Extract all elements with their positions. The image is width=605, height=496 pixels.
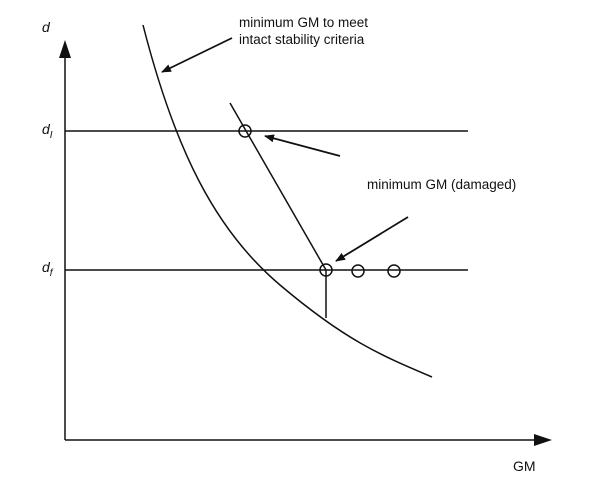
x-axis-label: GM: [513, 458, 536, 474]
intact-annotation-line2: intact stability criteria: [239, 32, 365, 47]
damaged-annotation: minimum GM (damaged): [367, 177, 516, 192]
damaged-min-gm-line: [229, 102, 327, 271]
intact-annotation-line1: minimum GM to meet: [239, 15, 368, 30]
damaged-annotation-arrow: [335, 216, 409, 262]
intact-min-gm-curve: [142, 24, 433, 378]
lower-level-label: df: [42, 259, 54, 279]
lower-intersection-circle: [319, 263, 333, 277]
point-circle-3: [387, 264, 401, 278]
upper-circle-arrow: [264, 134, 341, 157]
intact-annotation-arrow: [161, 37, 233, 73]
y-axis-label: d: [42, 19, 51, 35]
upper-intersection-circle: [238, 124, 252, 138]
upper-level-label: dI: [42, 121, 53, 141]
y-axis-arrowhead: [59, 40, 71, 58]
x-axis-arrowhead: [534, 434, 552, 446]
point-circle-2: [351, 264, 365, 278]
